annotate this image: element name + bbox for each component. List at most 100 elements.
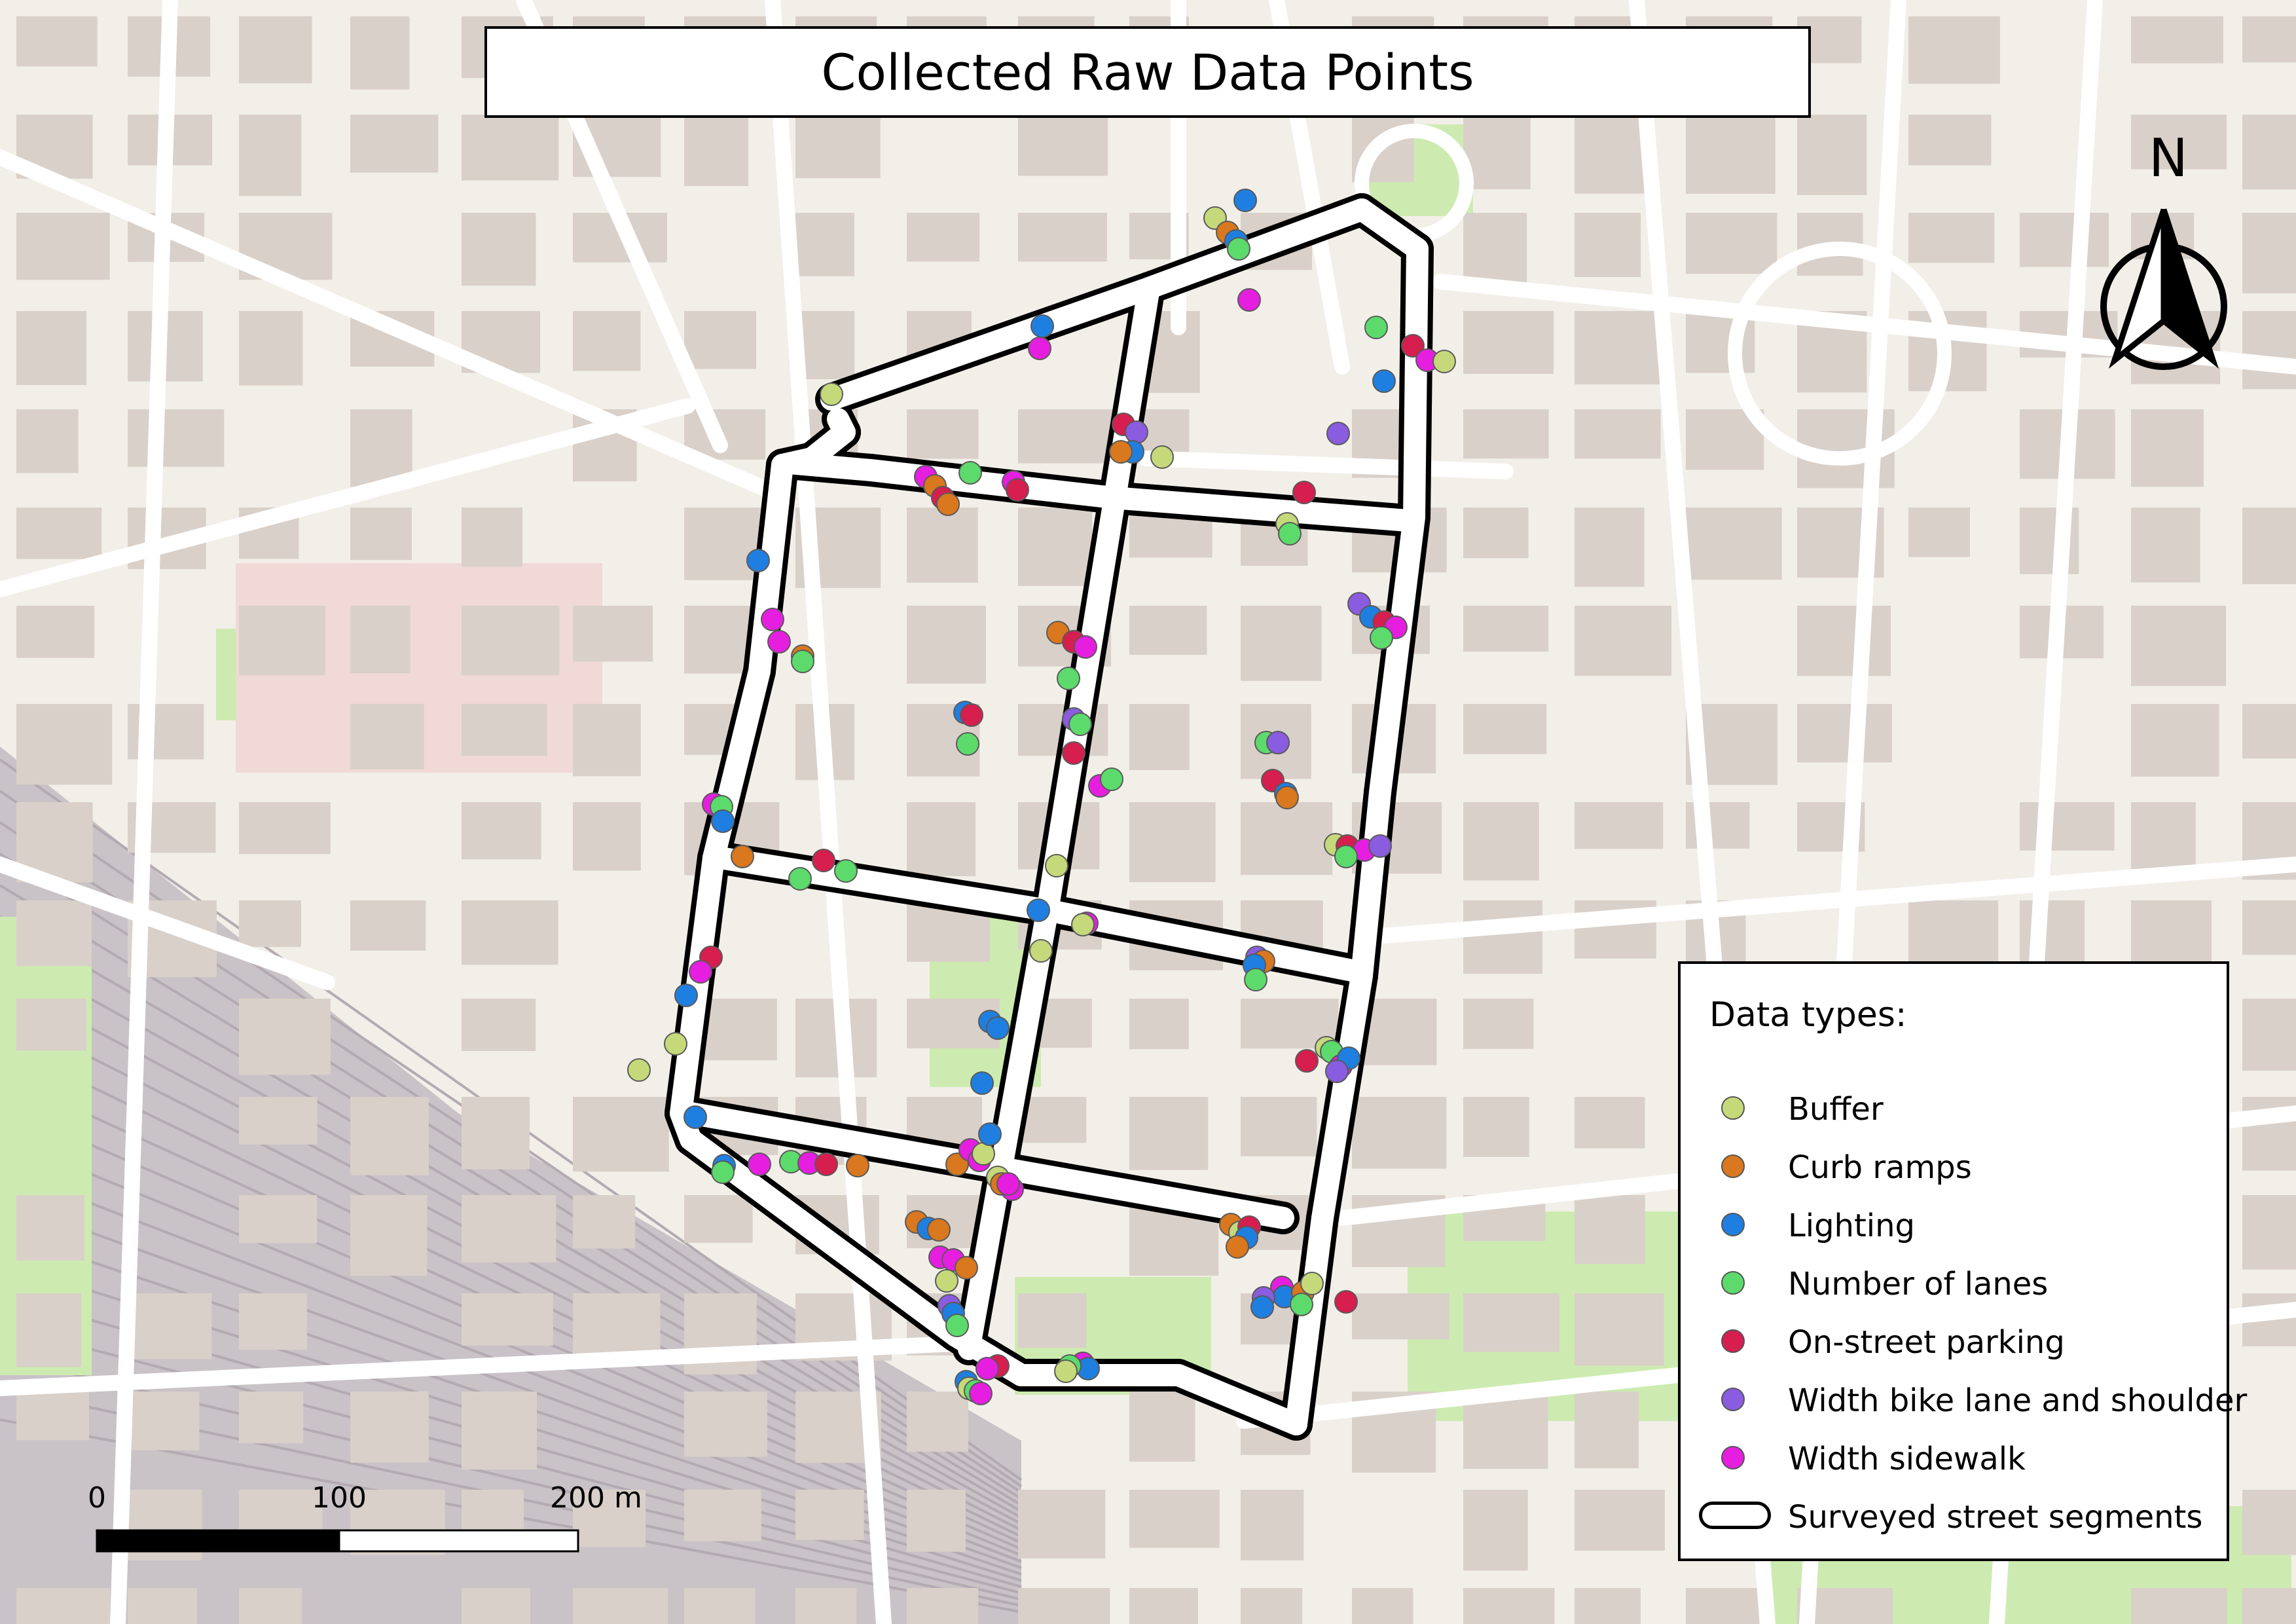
building — [1463, 115, 1531, 189]
data-point-lanes — [711, 1160, 735, 1184]
building — [2020, 802, 2115, 851]
building — [462, 900, 558, 965]
surveyed-segment-fill — [958, 899, 1059, 1360]
building — [1463, 606, 1549, 652]
data-point-lighting — [1372, 369, 1396, 393]
data-point-lanes — [791, 650, 814, 673]
building — [684, 311, 757, 369]
building — [1575, 606, 1672, 676]
building — [16, 311, 87, 385]
legend-title: Data types: — [1709, 995, 1907, 1035]
building — [1018, 409, 1114, 464]
legend-item-lighting: Lighting — [1681, 1198, 2227, 1251]
legend-swatch — [1721, 1271, 1745, 1295]
building — [2242, 1195, 2296, 1270]
data-point-curb — [1109, 440, 1133, 464]
building — [239, 311, 303, 386]
scale-label-100: 100 — [312, 1481, 367, 1515]
building — [1575, 213, 1641, 278]
building — [907, 213, 980, 262]
building — [1129, 1097, 1209, 1170]
data-point-parking — [1334, 1290, 1358, 1314]
building — [2131, 16, 2223, 64]
building — [573, 704, 641, 777]
building — [16, 1293, 82, 1367]
surveyed-segment-fill — [1036, 899, 1373, 984]
data-point-parking — [1292, 481, 1316, 504]
building — [1129, 1588, 1198, 1624]
building — [128, 1588, 198, 1624]
building — [1463, 1392, 1548, 1469]
data-point-sidewalk — [689, 960, 712, 984]
surveyed-segment-fill — [958, 1151, 1294, 1229]
building — [16, 16, 98, 67]
building — [1686, 213, 1777, 274]
building — [2242, 311, 2296, 390]
building — [1463, 1588, 1555, 1624]
building — [1686, 115, 1776, 194]
building — [16, 704, 113, 785]
data-point-lanes — [945, 1314, 969, 1337]
building — [1797, 606, 1891, 676]
data-point-curb — [927, 1218, 951, 1242]
legend-label: Buffer — [1788, 1091, 1884, 1128]
building — [573, 1588, 668, 1624]
surveyed-segment-fill — [1036, 277, 1160, 921]
building — [1463, 1490, 1528, 1571]
building — [1686, 507, 1782, 580]
building — [16, 606, 95, 658]
building — [128, 1392, 200, 1450]
data-point-lanes — [1364, 316, 1388, 339]
data-point-lighting — [746, 549, 770, 572]
building — [573, 311, 641, 371]
building — [1463, 409, 1549, 459]
building — [350, 900, 426, 951]
legend-item-buffer: Buffer — [1681, 1082, 2227, 1134]
building — [128, 409, 225, 467]
building — [1797, 115, 1867, 195]
building — [1241, 1588, 1303, 1624]
road — [0, 398, 695, 597]
building — [350, 115, 439, 173]
building — [239, 1097, 318, 1145]
building — [795, 1490, 864, 1540]
data-point-parking — [1006, 478, 1029, 502]
building — [1018, 507, 1093, 586]
building — [239, 900, 301, 948]
building — [462, 1293, 553, 1346]
building — [239, 802, 331, 855]
building — [2242, 999, 2296, 1071]
building — [239, 115, 302, 196]
building — [16, 1392, 90, 1441]
data-point-curb — [955, 1256, 978, 1280]
road — [0, 857, 335, 990]
data-point-curb — [1226, 1235, 1249, 1259]
data-point-curb — [846, 1154, 869, 1177]
legend-segment-swatch — [1699, 1502, 1771, 1529]
building — [573, 1490, 646, 1547]
building — [350, 1195, 428, 1276]
building — [462, 507, 523, 567]
data-point-buffer — [972, 1142, 995, 1166]
building — [1575, 1392, 1639, 1469]
data-point-sidewalk — [1074, 635, 1097, 659]
data-point-buffer — [1432, 350, 1456, 373]
surveyed-segment-fill — [1102, 487, 1419, 532]
building — [239, 606, 325, 676]
data-point-parking — [1401, 334, 1425, 358]
building — [2131, 802, 2196, 869]
data-point-lighting — [978, 1122, 1002, 1146]
building — [795, 115, 881, 179]
building — [1129, 1490, 1220, 1548]
building — [2242, 213, 2296, 293]
building — [2242, 1588, 2296, 1624]
building — [2131, 409, 2204, 487]
building — [350, 409, 412, 487]
building — [350, 16, 410, 90]
building — [1797, 704, 1892, 763]
building — [16, 900, 92, 967]
data-point-buffer — [627, 1058, 651, 1082]
data-point-parking — [812, 849, 835, 872]
data-point-sidewalk — [1028, 337, 1051, 360]
building — [2131, 115, 2227, 170]
